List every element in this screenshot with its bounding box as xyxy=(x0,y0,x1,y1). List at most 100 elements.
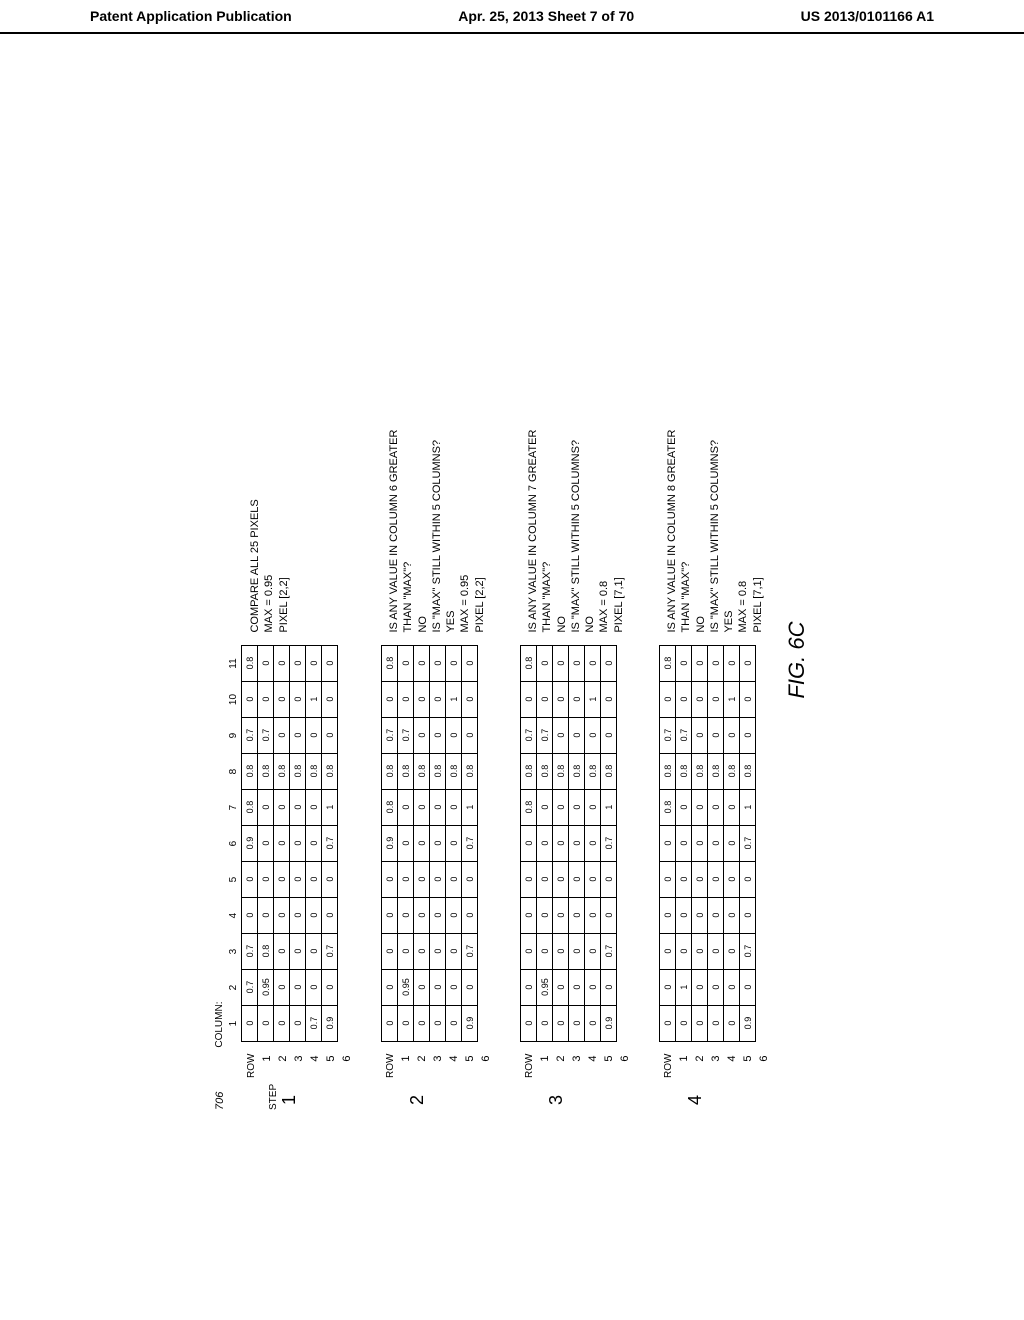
table-row: 00000000.8010 xyxy=(724,645,740,1041)
table-row: 00000000.8000 xyxy=(692,645,708,1041)
cell: 0 xyxy=(569,861,585,897)
step-number: 3 xyxy=(506,1090,567,1110)
table-row: 00000000.8000 xyxy=(553,645,569,1041)
cell: 0.7 xyxy=(382,717,398,753)
cell: 0.8 xyxy=(274,753,290,789)
cell: 0 xyxy=(585,897,601,933)
pixel-grid: 0000000.80.80.700.801000000.80.700000000… xyxy=(659,645,756,1042)
col-label: 2 xyxy=(228,970,239,1006)
cell: 0.8 xyxy=(446,753,462,789)
cell: 0 xyxy=(430,1005,446,1041)
cell: 0 xyxy=(585,1005,601,1041)
pixel-grid: 000000.90.80.80.700.800.95000000.80.7000… xyxy=(381,645,478,1042)
cell: 0 xyxy=(274,969,290,1005)
cell: 0 xyxy=(242,861,258,897)
cell: 0 xyxy=(430,861,446,897)
col-label: 7 xyxy=(228,790,239,826)
cell: 0.8 xyxy=(242,789,258,825)
cell: 0 xyxy=(414,681,430,717)
cell: 0 xyxy=(692,789,708,825)
table-row: 0.900.7000.710.8000 xyxy=(601,645,617,1041)
cell: 0.7 xyxy=(462,825,478,861)
cell: 0 xyxy=(258,1005,274,1041)
grid-wrap: 0000000.80.80.700.800.95000000.80.700000… xyxy=(506,645,617,1042)
cell: 0.7 xyxy=(740,933,756,969)
cell: 0 xyxy=(274,1005,290,1041)
cell: 0 xyxy=(242,1005,258,1041)
row-label: 6 xyxy=(478,1054,494,1078)
cell: 0 xyxy=(676,933,692,969)
cell: 0 xyxy=(414,861,430,897)
table-row: 00000000.8010 xyxy=(585,645,601,1041)
note-line: MAX = 0.95 xyxy=(458,413,472,633)
step-number: STEP1 xyxy=(228,1090,300,1110)
cell: 0.8 xyxy=(569,753,585,789)
step-num-value: 2 xyxy=(407,1090,428,1110)
cell: 0 xyxy=(569,933,585,969)
cell: 0 xyxy=(382,933,398,969)
cell: 0 xyxy=(585,645,601,681)
cell: 0 xyxy=(521,897,537,933)
label-row: ROW xyxy=(663,1054,674,1078)
cell: 0.8 xyxy=(398,753,414,789)
cell: 0 xyxy=(585,861,601,897)
row-label: 4 xyxy=(724,1054,740,1078)
cell: 0.8 xyxy=(692,753,708,789)
col-label: 3 xyxy=(228,934,239,970)
cell: 0 xyxy=(569,897,585,933)
cell: 0 xyxy=(322,969,338,1005)
row-label: 1 xyxy=(537,1054,553,1078)
cell: 0 xyxy=(708,1005,724,1041)
cell: 0 xyxy=(430,789,446,825)
table-row: 0.900.7000.710.8000 xyxy=(740,645,756,1041)
cell: 0 xyxy=(553,933,569,969)
cell: 0 xyxy=(414,789,430,825)
table-row: 01000000.80.700 xyxy=(676,645,692,1041)
note-line: IS ANY VALUE IN COLUMN 8 GREATER THAN "M… xyxy=(665,413,694,633)
cell: 0 xyxy=(382,969,398,1005)
step-block: 4ROW1234560000000.80.80.700.801000000.80… xyxy=(645,210,772,1110)
cell: 0 xyxy=(414,645,430,681)
cell: 0 xyxy=(708,717,724,753)
cell: 0 xyxy=(521,933,537,969)
cell: 0.8 xyxy=(242,753,258,789)
row-label: 4 xyxy=(446,1054,462,1078)
cell: 0 xyxy=(430,717,446,753)
cell: 0 xyxy=(724,825,740,861)
row-label: 2 xyxy=(553,1054,569,1078)
cell: 0.8 xyxy=(660,753,676,789)
cell: 0 xyxy=(676,681,692,717)
cell: 0 xyxy=(398,897,414,933)
cell: 0 xyxy=(585,717,601,753)
cell: 0 xyxy=(290,933,306,969)
page-header: Patent Application Publication Apr. 25, … xyxy=(0,0,1024,34)
grid-wrap: 000000.90.80.80.700.800.95000000.80.7000… xyxy=(367,645,478,1042)
cell: 0 xyxy=(430,897,446,933)
cell: 0.7 xyxy=(242,969,258,1005)
cell: 0 xyxy=(242,897,258,933)
step-note: IS ANY VALUE IN COLUMN 8 GREATER THAN "M… xyxy=(645,413,765,633)
cell: 1 xyxy=(676,969,692,1005)
row-labels: ROW123456 xyxy=(367,1054,494,1078)
cell: 0.8 xyxy=(290,753,306,789)
cell: 0.8 xyxy=(306,753,322,789)
cell: 0 xyxy=(569,1005,585,1041)
col-label: 11 xyxy=(228,646,239,682)
cell: 0 xyxy=(740,897,756,933)
row-label: 3 xyxy=(291,1054,307,1078)
cell: 0 xyxy=(462,969,478,1005)
cell: 0.8 xyxy=(382,789,398,825)
cell: 0 xyxy=(258,681,274,717)
cell: 0.7 xyxy=(306,1005,322,1041)
table-row: 00.950.800000.80.700 xyxy=(258,645,274,1041)
table-row: 000000.90.80.80.700.8 xyxy=(382,645,398,1041)
note-line: MAX = 0.8 xyxy=(736,413,750,633)
cell: 1 xyxy=(601,789,617,825)
col-label: 4 xyxy=(228,898,239,934)
cell: 0.8 xyxy=(676,753,692,789)
cell: 0 xyxy=(708,897,724,933)
label-row: ROW xyxy=(246,1054,257,1078)
cell: 0 xyxy=(537,897,553,933)
cell: 0 xyxy=(660,681,676,717)
cell: 0 xyxy=(398,645,414,681)
